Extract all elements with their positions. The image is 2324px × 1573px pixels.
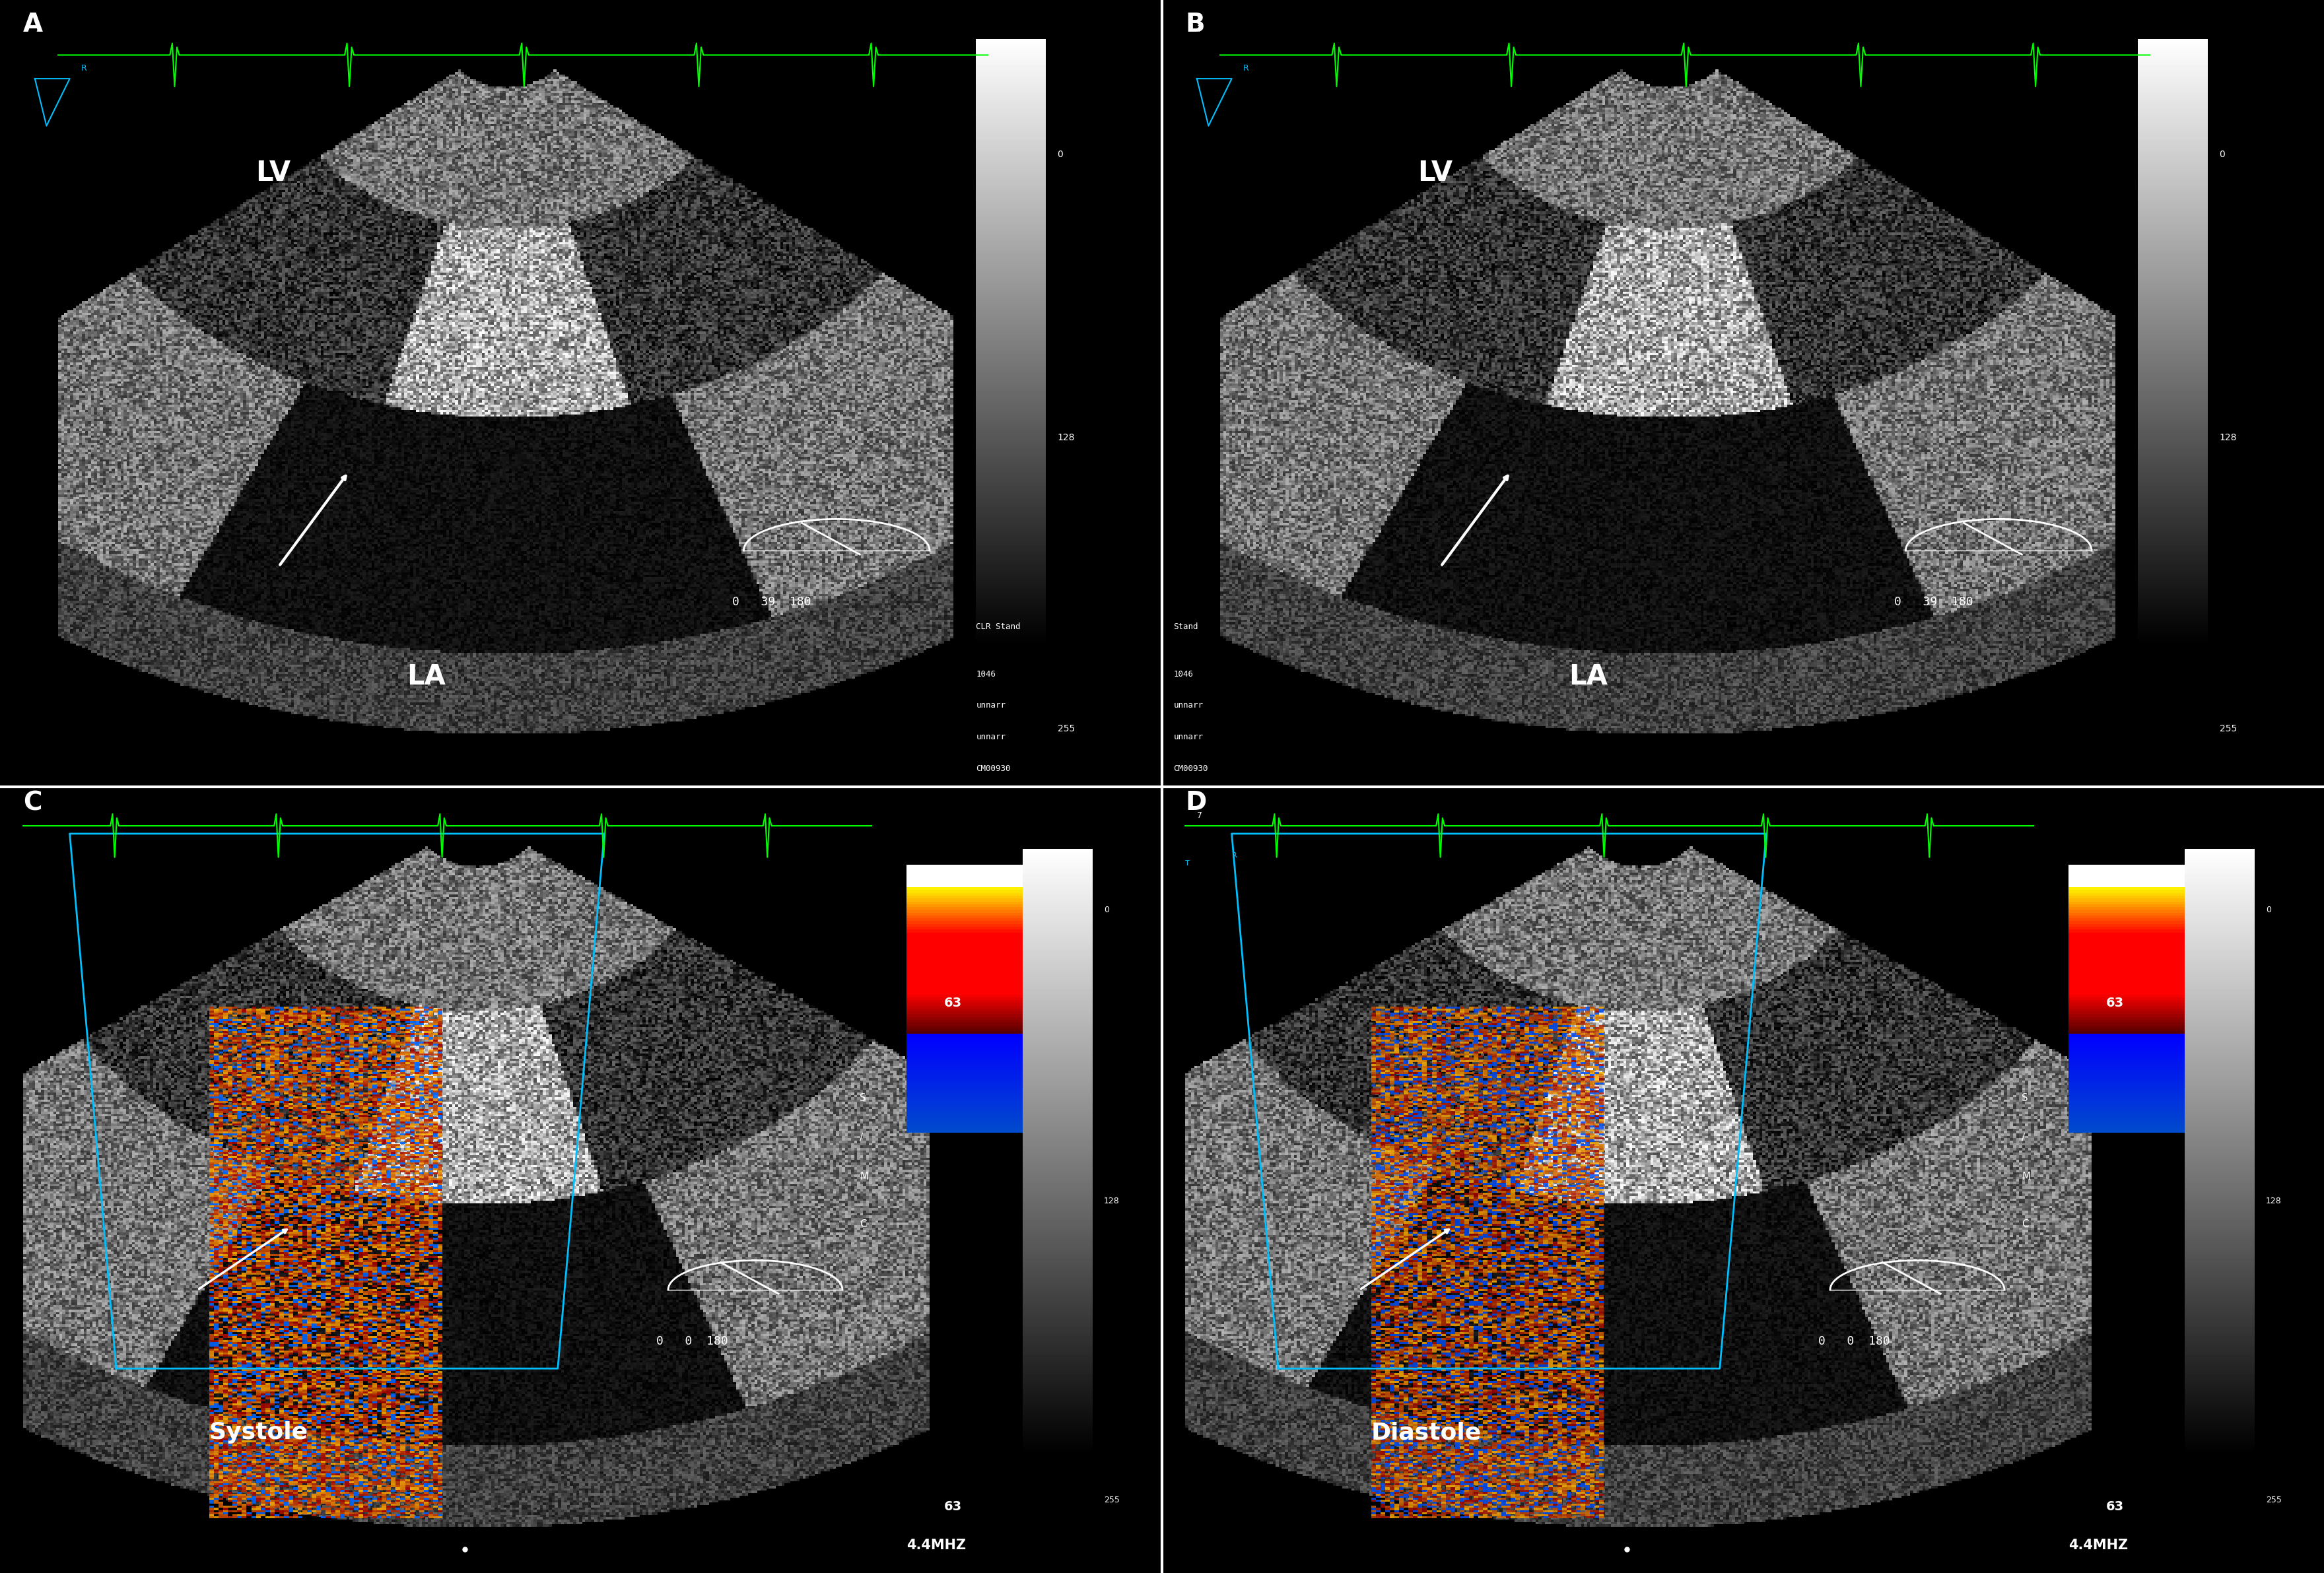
Text: 0   0  180: 0 0 180 (658, 1335, 727, 1348)
Text: B: B (1185, 11, 1204, 36)
Text: T: T (1185, 860, 1190, 867)
Text: 4.4MHZ: 4.4MHZ (906, 1538, 967, 1553)
Text: unnarr: unnarr (976, 702, 1006, 709)
Text: 0: 0 (1104, 906, 1109, 914)
Text: C: C (23, 790, 42, 815)
Text: Diastole: Diastole (1371, 1422, 1483, 1444)
Text: 7: 7 (35, 24, 40, 33)
Text: CM00930: CM00930 (976, 764, 1011, 772)
Text: 255: 255 (1057, 724, 1074, 733)
Text: S: S (2022, 1093, 2029, 1103)
Text: LV: LV (256, 159, 290, 187)
Text: A: A (23, 11, 44, 36)
Text: 63: 63 (2106, 997, 2124, 1010)
Text: CM00930: CM00930 (1174, 764, 1208, 772)
Text: unnarr: unnarr (1174, 702, 1204, 709)
Text: /: / (2022, 1133, 2024, 1142)
Text: 0: 0 (2266, 906, 2271, 914)
Text: 63: 63 (944, 997, 962, 1010)
Text: R: R (1232, 853, 1236, 859)
Text: D: D (1185, 790, 1206, 815)
Text: LA: LA (1569, 662, 1608, 691)
Text: 128: 128 (1057, 433, 1076, 442)
Text: 7: 7 (1197, 24, 1202, 33)
Text: 0   39  180: 0 39 180 (732, 596, 811, 609)
Text: LV: LV (1418, 159, 1452, 187)
Text: 4.4MHZ: 4.4MHZ (2068, 1538, 2129, 1553)
Text: 255: 255 (1104, 1496, 1120, 1504)
Text: R: R (1243, 64, 1248, 72)
Text: 128: 128 (2266, 1197, 2282, 1205)
Text: 7: 7 (1197, 812, 1202, 820)
Text: Stand: Stand (1174, 623, 1199, 631)
Text: C: C (2022, 1219, 2029, 1229)
Text: CLR Stand: CLR Stand (976, 623, 1020, 631)
Text: 0: 0 (2219, 149, 2224, 159)
Text: 0   39  180: 0 39 180 (1894, 596, 1973, 609)
Text: 128: 128 (2219, 433, 2238, 442)
Text: unnarr: unnarr (976, 733, 1006, 741)
Text: 255: 255 (2219, 724, 2236, 733)
Text: 63: 63 (944, 1501, 962, 1513)
Text: 63: 63 (2106, 1501, 2124, 1513)
Text: 255: 255 (2266, 1496, 2282, 1504)
Text: unnarr: unnarr (1174, 733, 1204, 741)
Text: /: / (860, 1133, 862, 1142)
Text: S: S (860, 1093, 867, 1103)
Text: M: M (2022, 1172, 2031, 1181)
Text: 128: 128 (1104, 1197, 1120, 1205)
Text: C: C (860, 1219, 867, 1229)
Text: 1046: 1046 (1174, 670, 1195, 678)
Text: M: M (860, 1172, 869, 1181)
Text: LA: LA (407, 662, 446, 691)
Text: Systole: Systole (209, 1422, 309, 1444)
Text: 0   0  180: 0 0 180 (1820, 1335, 1889, 1348)
Text: 0: 0 (1057, 149, 1062, 159)
Text: 1046: 1046 (976, 670, 997, 678)
Text: R: R (81, 64, 86, 72)
